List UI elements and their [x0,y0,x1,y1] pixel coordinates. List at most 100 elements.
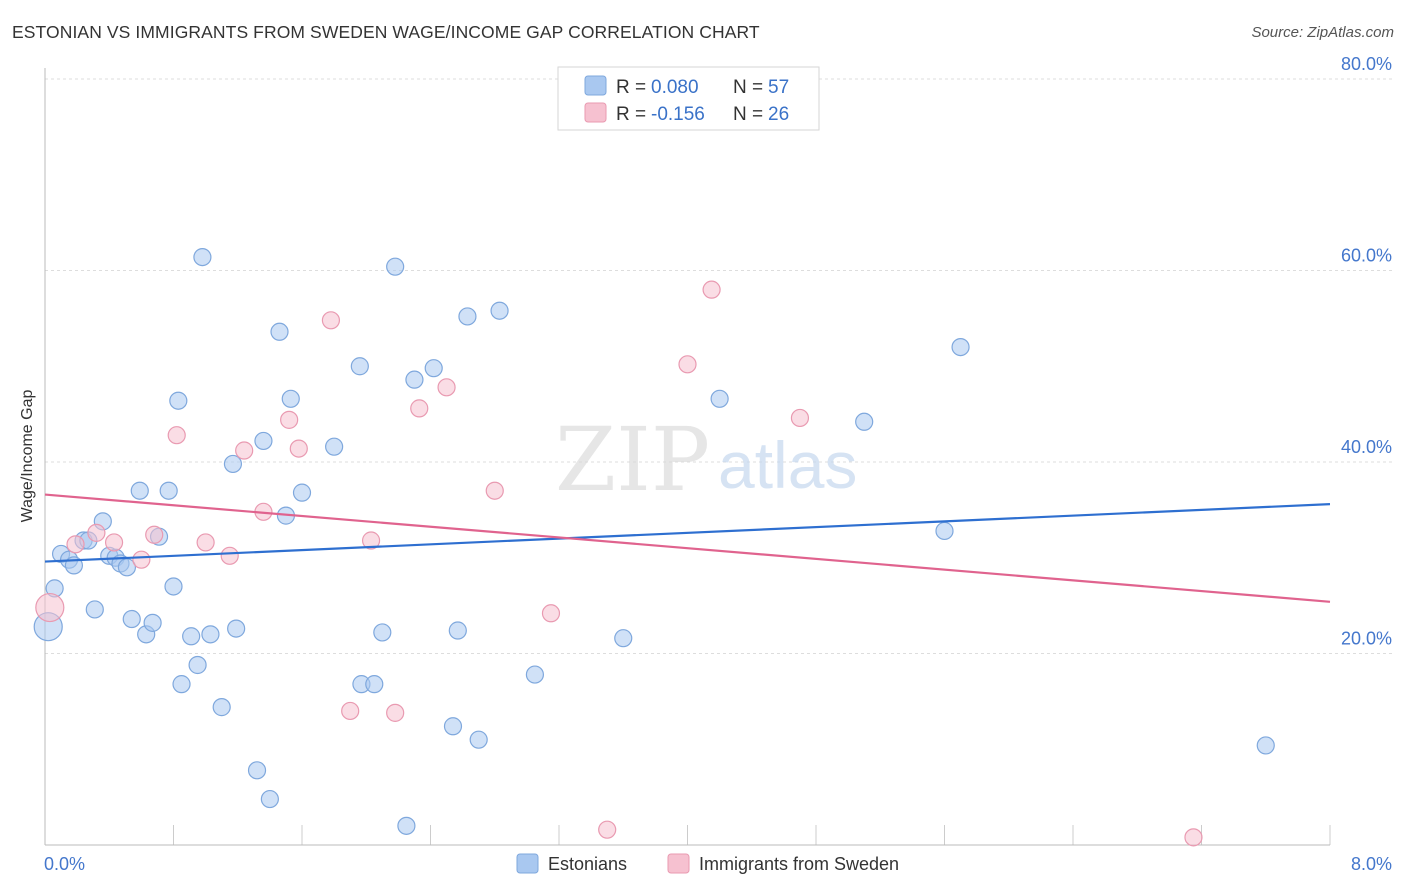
estonians-point [227,619,246,638]
estonians-point [325,437,344,456]
estonians-point [172,675,191,694]
sweden-trend-line [44,493,1331,603]
estonians-point [292,483,312,502]
estonians-point [247,761,267,780]
estonians-point [405,370,424,389]
estonians-point [490,301,509,320]
estonians-point [443,717,463,736]
legend-n-label-2: N = [733,104,763,125]
y-tick-label: 20.0% [1341,629,1392,649]
sweden-point [541,604,561,623]
sweden-point [1184,828,1203,847]
sweden-point [235,441,254,460]
x-axis-ticks [173,825,1331,845]
sweden-point [132,550,151,569]
sweden-point [280,410,299,429]
series-legend-swatch-sweden [667,853,690,874]
y-axis-label: Wage/Income Gap [19,390,36,523]
estonians-point [373,623,392,642]
sweden-point [790,408,810,428]
trend-lines [44,493,1331,603]
estonians-point [525,665,545,684]
sweden-point [678,355,697,374]
estonians-point [614,629,633,648]
estonians-point [212,698,231,717]
series-legend: Estonians Immigrants from Sweden [516,853,899,874]
estonians-point [130,481,149,500]
estonians-point [458,307,477,326]
estonians-point [164,577,183,596]
sweden-point [437,378,456,397]
estonians-point [281,389,300,408]
legend-n-label-1: N = [733,77,763,98]
legend-n-value-1: 57 [768,77,789,98]
sweden-point [220,546,239,565]
gridlines [45,78,1392,654]
x-tick-label-max: 8.0% [1351,854,1392,874]
y-tick-label: 60.0% [1341,246,1392,266]
x-tick-label-min: 0.0% [44,854,85,874]
estonians-point [193,247,212,267]
sweden-point [361,531,381,550]
sweden-point [167,426,186,445]
estonians-point [85,600,104,619]
series-legend-label-estonians: Estonians [548,854,627,874]
sweden-point [485,481,504,500]
estonians-point [254,431,273,451]
estonians-point [365,675,384,694]
estonians-point [122,609,141,629]
estonians-point [935,521,954,541]
sweden-point [145,525,164,544]
estonians-point [1256,736,1275,755]
sweden-point [341,701,360,721]
legend-r-value-1: 0.080 [651,77,699,98]
sweden-point [410,399,429,418]
legend-n-value-2: 26 [768,104,789,125]
y-tick-labels: 20.0% 40.0% 60.0% 80.0% [1341,54,1392,649]
legend-swatch-estonians [584,75,607,96]
sweden-point [66,535,85,554]
source-label: Source: ZipAtlas.com [1251,24,1394,41]
sweden-point [289,439,308,458]
estonians-point [223,454,243,474]
stats-legend: R = 0.080 N = 57 R = -0.156 N = 26 [557,66,820,131]
estonians-point [143,613,162,632]
legend-swatch-sweden [584,102,607,123]
data-points [33,247,1275,847]
estonians-point [424,359,443,378]
legend-r-value-2: -0.156 [651,104,705,125]
sweden-point [104,533,124,552]
legend-r-label-1: R = [616,77,646,98]
sweden-point [321,311,341,330]
sweden-point [196,533,215,552]
estonians-point [855,412,874,431]
estonians-point [397,816,416,835]
y-tick-label: 40.0% [1341,437,1392,457]
estonians-point [448,621,467,640]
series-legend-label-sweden: Immigrants from Sweden [699,854,899,874]
sweden-point [598,820,617,839]
estonians-point [159,481,178,500]
y-tick-label: 80.0% [1341,54,1392,74]
sweden-point [87,523,106,542]
sweden-point [702,280,721,299]
estonians-point [169,391,188,410]
estonians-point [951,338,970,357]
watermark-atlas: atlas [718,428,857,502]
sweden-point [386,703,405,722]
estonians-point [188,655,207,675]
watermark: ZIP atlas [555,408,857,511]
estonians-point [350,357,369,376]
series-legend-swatch-estonians [516,853,539,874]
estonians-point [270,322,289,341]
estonians-point [260,789,279,809]
watermark-zip: ZIP [555,408,710,511]
legend-r-label-2: R = [616,104,646,125]
estonians-point [710,389,729,408]
estonians-point [469,730,488,749]
estonians-trend-line [44,503,1331,563]
sweden-point [35,592,65,623]
estonians-point [182,627,201,646]
estonians-point [386,257,405,276]
